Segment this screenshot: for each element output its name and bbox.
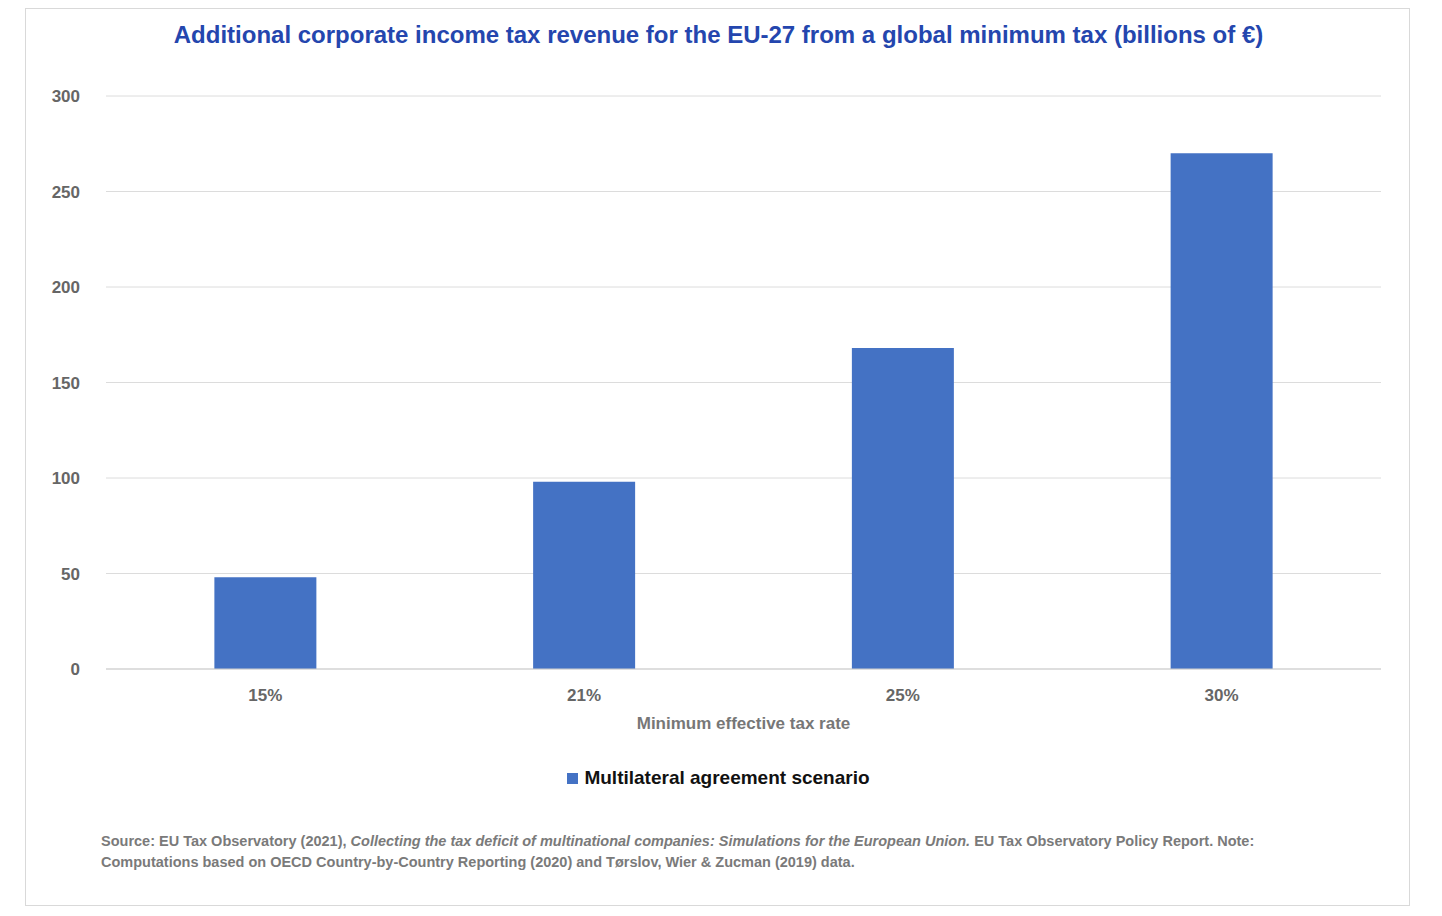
svg-text:21%: 21% <box>567 686 601 705</box>
svg-text:100: 100 <box>52 469 80 488</box>
svg-text:250: 250 <box>52 183 80 202</box>
svg-text:15%: 15% <box>248 686 282 705</box>
svg-text:50: 50 <box>61 565 80 584</box>
html-text:Source: EU Tax Observatory (20: Source: EU Tax Observatory (2021), Colle… <box>101 833 1255 870</box>
svg-text:Minimum effective tax rate: Minimum effective tax rate <box>637 714 851 731</box>
svg-text:0: 0 <box>71 660 80 679</box>
svg-text:30%: 30% <box>1205 686 1239 705</box>
svg-text:150: 150 <box>52 374 80 393</box>
html-text:Additional corporate income ta: Additional corporate income tax revenue … <box>173 21 1264 48</box>
svg-text:25%: 25% <box>886 686 920 705</box>
html-text:Multilateral agreement scenari: Multilateral agreement scenario <box>584 767 870 788</box>
svg-text:300: 300 <box>52 87 80 106</box>
svg-text:200: 200 <box>52 278 80 297</box>
